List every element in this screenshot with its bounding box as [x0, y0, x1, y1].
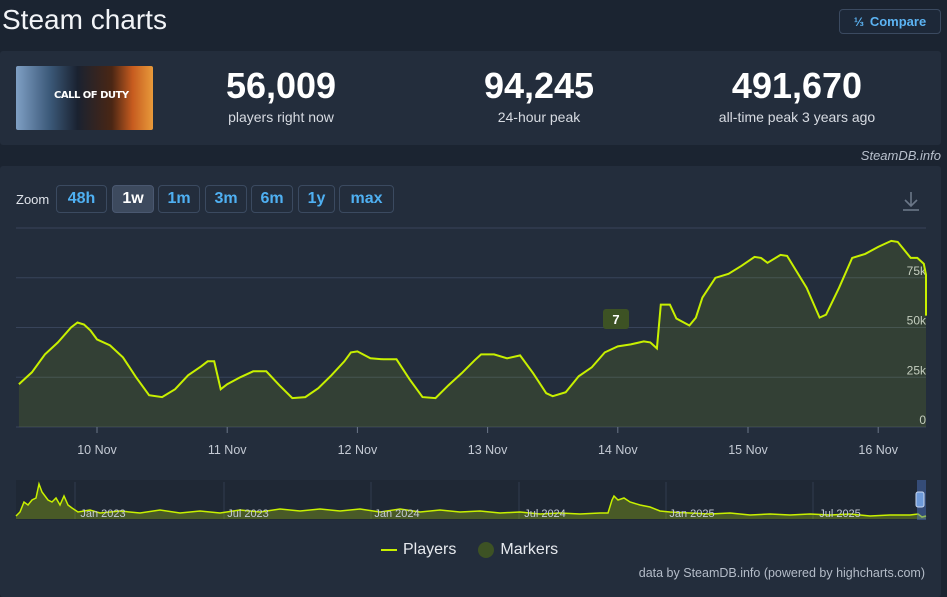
- compare-button[interactable]: ⅓ Compare: [839, 9, 941, 34]
- marker-label: 7: [612, 312, 619, 327]
- zoom-1w-button[interactable]: 1w: [112, 185, 154, 213]
- players-area: [18, 240, 926, 427]
- navigator-tick-label: Jul 2025: [819, 508, 861, 520]
- zoom-1m-button[interactable]: 1m: [158, 185, 200, 213]
- stat-label: 24-hour peak: [497, 109, 581, 125]
- y-tick-label: 75k: [907, 264, 927, 278]
- fraction-icon: ⅓: [853, 14, 864, 29]
- navigator-bg: [16, 480, 926, 520]
- line-swatch-icon: [381, 549, 397, 551]
- stat-24h-peak: 94,245 24-hour peak: [439, 65, 639, 125]
- navigator-tick-label: Jan 2023: [80, 508, 125, 520]
- x-tick-label: 15 Nov: [728, 443, 768, 457]
- game-logo-text: CALL OF DUTY: [54, 90, 129, 101]
- zoom-1y-button[interactable]: 1y: [298, 185, 335, 213]
- stats-card: CALL OF DUTY 56,009 players right now 94…: [0, 51, 941, 145]
- x-tick-label: 12 Nov: [338, 443, 378, 457]
- stat-value: 94,245: [483, 65, 595, 106]
- legend-label: Markers: [500, 541, 559, 558]
- x-tick-label: 11 Nov: [208, 443, 247, 457]
- stat-label: all-time peak 3 years ago: [718, 109, 876, 125]
- legend-label: Players: [403, 541, 457, 558]
- zoom-label: Zoom: [16, 192, 50, 207]
- navigator-handle[interactable]: [915, 491, 925, 508]
- stat-value: 56,009: [225, 65, 337, 106]
- navigator-line: [15, 481, 927, 518]
- navigator-tick-label: Jan 2025: [669, 508, 714, 520]
- legend-item-players[interactable]: Players: [381, 541, 456, 559]
- stat-all-time-peak: 491,670 all-time peak 3 years ago: [697, 65, 897, 125]
- navigator-tick-label: Jul 2023: [227, 508, 269, 520]
- stat-value: 491,670: [731, 65, 863, 106]
- x-tick-label: 14 Nov: [598, 443, 638, 457]
- navigator[interactable]: Jan 2023 Jul 2023 Jan 2024 Jul 2024 Jan 2025…: [15, 480, 927, 520]
- legend: Players Markers: [381, 541, 558, 559]
- x-tick-label: 13 Nov: [468, 443, 508, 457]
- zoom-max-button[interactable]: max: [339, 185, 394, 213]
- zoom-48h-button[interactable]: 48h: [56, 185, 107, 213]
- stat-current-players: 56,009 players right now: [181, 65, 381, 125]
- event-marker[interactable]: 7: [603, 309, 629, 329]
- chart-card: Zoom 48h 1w 1m 3m 6m 1y max: [0, 166, 941, 597]
- download-icon[interactable]: [900, 190, 922, 214]
- y-tick-label: 0: [919, 413, 926, 427]
- footer-credit[interactable]: data by SteamDB.info (powered by highcha…: [638, 566, 925, 580]
- marker-box: [603, 309, 629, 329]
- dot-swatch-icon: [478, 542, 495, 558]
- x-tick-label: 10 Nov: [77, 443, 117, 457]
- zoom-3m-button[interactable]: 3m: [205, 185, 247, 213]
- navigator-tick-label: Jan 2024: [374, 508, 419, 520]
- y-tick-label: 25k: [907, 363, 927, 377]
- x-tick-label: 16 Nov: [858, 443, 898, 457]
- game-thumbnail[interactable]: CALL OF DUTY: [16, 66, 153, 130]
- y-tick-label: 50k: [907, 314, 927, 328]
- legend-item-markers[interactable]: Markers: [478, 541, 558, 559]
- players-series-line: [18, 239, 927, 400]
- navigator-tick-label: Jul 2024: [524, 508, 566, 520]
- steamdb-credit[interactable]: SteamDB.info: [860, 148, 941, 163]
- zoom-6m-button[interactable]: 6m: [251, 185, 293, 213]
- page-title: Steam charts: [2, 4, 167, 35]
- stat-label: players right now: [228, 109, 334, 125]
- compare-label: Compare: [869, 14, 927, 29]
